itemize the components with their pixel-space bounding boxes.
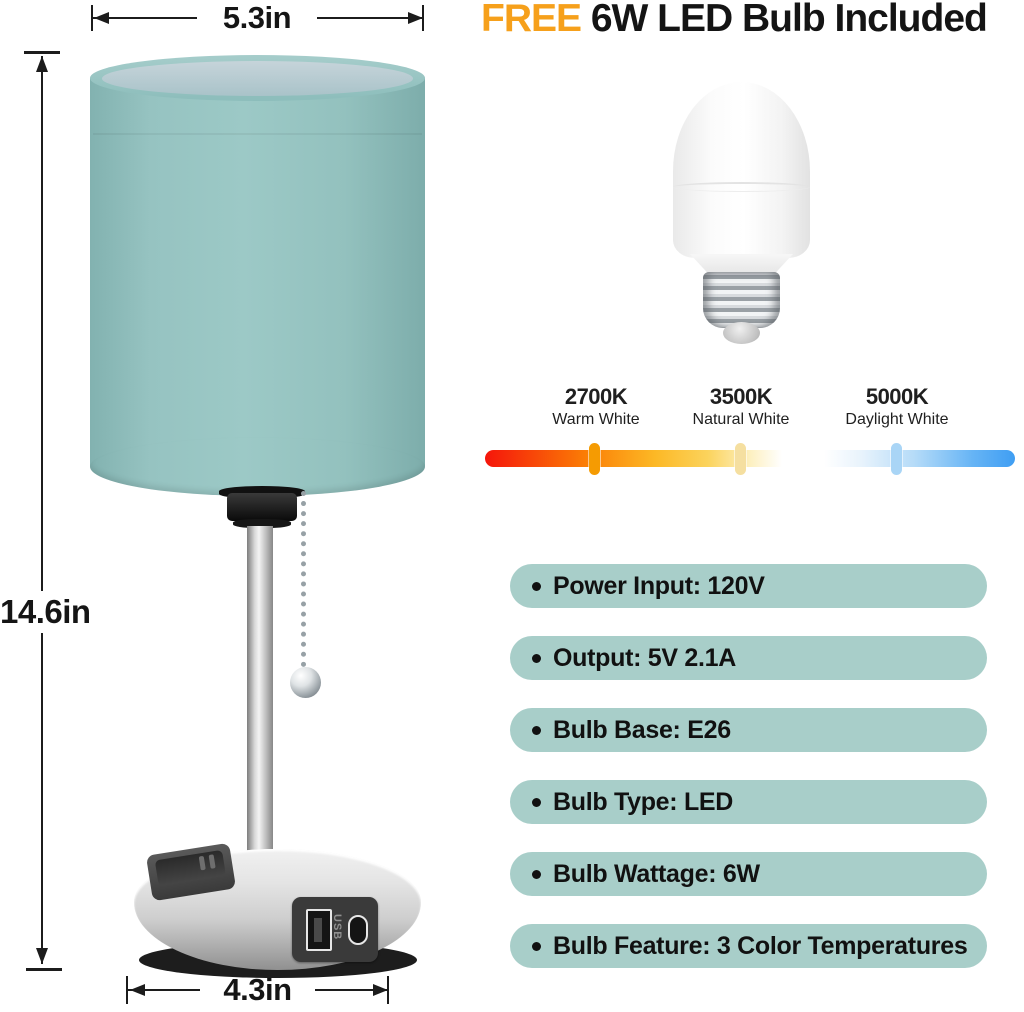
bullet-icon <box>532 797 541 807</box>
lamp-shade <box>90 78 425 466</box>
spec-text: Bulb Wattage: 6W <box>553 859 760 888</box>
led-bulb-ring <box>673 182 810 192</box>
lamp-pole <box>247 526 273 868</box>
led-bulb-glass <box>673 82 810 258</box>
width-arrow-right-icon <box>408 12 423 24</box>
usb-a-port <box>306 909 332 951</box>
spec-list: Power Input: 120V Output: 5V 2.1A Bulb B… <box>510 564 990 996</box>
usb-port-label: USB <box>331 914 343 941</box>
bullet-icon <box>532 941 541 951</box>
led-bulb-contact-tip <box>723 322 760 344</box>
color-temp-warm: 2700K Warm White <box>520 384 672 429</box>
color-temp-name: Natural White <box>692 411 790 428</box>
spec-pill-power-input: Power Input: 120V <box>510 564 987 608</box>
lamp-height-label: 14.6in <box>0 591 92 633</box>
led-bulb-screw-base <box>703 272 780 328</box>
base-arrow-right-icon <box>373 984 388 996</box>
gradient-tick-5000k <box>891 443 902 475</box>
lamp-shade-seam <box>93 133 422 135</box>
lamp-shade-top-inner <box>102 61 413 96</box>
height-arrow-down-icon <box>36 948 48 964</box>
base-dimension-cap-left <box>126 976 128 1004</box>
spec-text: Power Input: 120V <box>553 571 765 600</box>
spec-text: Output: 5V 2.1A <box>553 643 737 672</box>
usb-charging-panel: USB <box>292 897 378 962</box>
spec-text: Bulb Type: LED <box>553 787 734 816</box>
pull-chain <box>301 491 306 667</box>
height-arrow-up-icon <box>36 56 48 72</box>
color-temp-name: Warm White <box>552 411 640 428</box>
width-dimension-cap-left <box>91 5 93 31</box>
header-free-highlight: FREE <box>481 0 582 40</box>
bullet-icon <box>532 653 541 663</box>
led-bulb-neck <box>690 254 793 274</box>
color-temp-kelvin: 3500K <box>709 384 773 409</box>
color-temp-daylight: 5000K Daylight White <box>812 384 982 429</box>
power-switch-face <box>154 849 226 887</box>
width-arrow-left-icon <box>94 12 109 24</box>
color-temp-natural: 3500K Natural White <box>661 384 821 429</box>
base-dimension-cap-right <box>387 976 389 1004</box>
gradient-tick-3500k <box>735 443 746 475</box>
spec-pill-bulb-type: Bulb Type: LED <box>510 780 987 824</box>
lamp-socket <box>227 493 297 521</box>
color-temperature-gradient-bar <box>485 450 1015 467</box>
pull-chain-ball <box>290 667 321 698</box>
bullet-icon <box>532 869 541 879</box>
height-dimension-line <box>41 56 43 964</box>
width-dimension-cap-right <box>422 5 424 31</box>
shade-width-label: 5.3in <box>197 0 317 36</box>
height-dimension-cap-top <box>24 51 60 54</box>
spec-text: Bulb Feature: 3 Color Temperatures <box>553 931 968 960</box>
color-temp-kelvin: 5000K <box>865 384 929 409</box>
usb-c-port <box>348 915 368 945</box>
bullet-icon <box>532 581 541 591</box>
usb-a-tongue <box>314 918 322 942</box>
header-title-text: 6W LED Bulb Included <box>581 0 988 40</box>
color-temp-name: Daylight White <box>845 411 949 428</box>
page-title: FREE 6W LED Bulb Included <box>481 0 1024 41</box>
spec-pill-bulb-base: Bulb Base: E26 <box>510 708 987 752</box>
gradient-tick-2700k <box>589 443 600 475</box>
spec-pill-bulb-feature: Bulb Feature: 3 Color Temperatures <box>510 924 987 968</box>
base-arrow-left-icon <box>130 984 145 996</box>
lamp-socket-ring <box>233 519 291 528</box>
spec-pill-output: Output: 5V 2.1A <box>510 636 987 680</box>
spec-text: Bulb Base: E26 <box>553 715 731 744</box>
spec-pill-bulb-wattage: Bulb Wattage: 6W <box>510 852 987 896</box>
bullet-icon <box>532 725 541 735</box>
color-temp-kelvin: 2700K <box>564 384 628 409</box>
height-dimension-cap-bottom <box>26 968 62 971</box>
